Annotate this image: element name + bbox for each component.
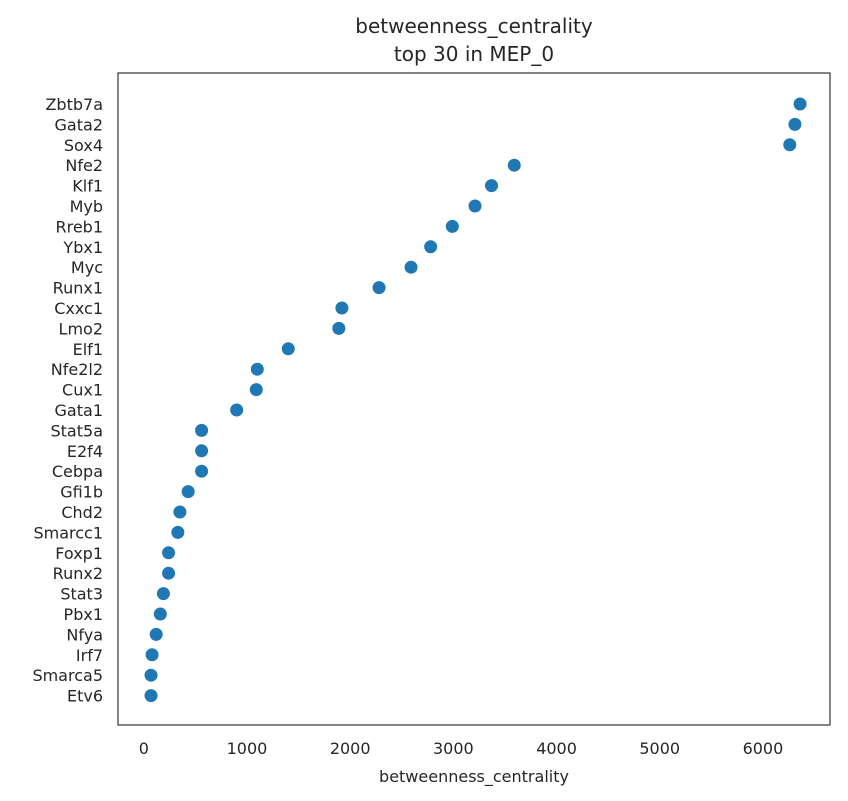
y-tick-label: Lmo2 bbox=[59, 319, 103, 338]
y-tick-label: Chd2 bbox=[61, 503, 103, 522]
y-tick-label: Ybx1 bbox=[62, 238, 103, 257]
data-point bbox=[144, 668, 158, 682]
x-tick-label: 3000 bbox=[433, 739, 474, 758]
y-tick-label: Foxp1 bbox=[55, 544, 103, 563]
data-point bbox=[281, 342, 295, 356]
x-tick-label: 1000 bbox=[227, 739, 268, 758]
y-tick-label: Myc bbox=[71, 258, 103, 277]
data-point bbox=[195, 444, 209, 458]
data-point bbox=[171, 525, 185, 539]
data-point bbox=[249, 383, 263, 397]
chart-subtitle: top 30 in MEP_0 bbox=[394, 42, 554, 66]
y-tick-label: Etv6 bbox=[67, 687, 103, 706]
y-tick-label: Elf1 bbox=[73, 340, 103, 359]
y-tick-label: Cxxc1 bbox=[54, 299, 103, 318]
data-point bbox=[783, 138, 797, 152]
y-tick-label: Pbx1 bbox=[64, 605, 103, 624]
x-axis-ticks: 0 1000 2000 3000 4000 5000 6000 bbox=[139, 739, 784, 758]
data-point bbox=[335, 301, 349, 315]
y-tick-label: Myb bbox=[70, 197, 103, 216]
data-point bbox=[485, 179, 499, 193]
data-point bbox=[793, 97, 807, 111]
data-point bbox=[181, 485, 195, 499]
x-tick-label: 0 bbox=[139, 739, 149, 758]
data-point bbox=[468, 199, 482, 213]
data-point bbox=[149, 627, 163, 641]
data-points bbox=[144, 97, 807, 703]
data-point bbox=[153, 607, 167, 621]
x-axis-label: betweenness_centrality bbox=[379, 767, 569, 787]
chart-title: betweenness_centrality bbox=[355, 14, 593, 38]
data-point bbox=[195, 423, 209, 437]
y-tick-label: Nfe2l2 bbox=[51, 360, 103, 379]
data-point bbox=[195, 464, 209, 478]
y-tick-label: Stat3 bbox=[60, 585, 103, 604]
y-tick-label: Runx2 bbox=[53, 564, 103, 583]
data-point bbox=[445, 219, 459, 233]
data-point bbox=[250, 362, 264, 376]
x-tick-label: 5000 bbox=[639, 739, 680, 758]
y-tick-label: Cux1 bbox=[62, 381, 103, 400]
data-point bbox=[424, 240, 438, 254]
data-point bbox=[162, 566, 176, 580]
y-tick-label: Zbtb7a bbox=[45, 95, 103, 114]
data-point bbox=[332, 321, 346, 335]
x-tick-label: 4000 bbox=[536, 739, 577, 758]
y-tick-label: Klf1 bbox=[72, 177, 103, 196]
y-tick-label: Smarca5 bbox=[32, 666, 103, 685]
data-point bbox=[156, 587, 170, 601]
y-tick-label: Gata2 bbox=[55, 115, 103, 134]
data-point bbox=[230, 403, 244, 417]
y-tick-label: Smarcc1 bbox=[33, 523, 103, 542]
y-tick-label: Sox4 bbox=[64, 136, 103, 155]
data-point bbox=[145, 648, 159, 662]
y-tick-label: Irf7 bbox=[76, 646, 103, 665]
y-tick-label: Cebpa bbox=[52, 462, 103, 481]
plot-frame bbox=[117, 72, 831, 726]
data-point bbox=[173, 505, 187, 519]
data-point bbox=[162, 546, 176, 560]
y-tick-label: Gfi1b bbox=[60, 483, 103, 502]
data-point bbox=[507, 158, 521, 172]
data-point bbox=[404, 260, 418, 274]
data-point bbox=[788, 117, 802, 131]
y-tick-label: Gata1 bbox=[55, 401, 103, 420]
y-tick-label: Nfe2 bbox=[65, 156, 103, 175]
y-tick-label: E2f4 bbox=[67, 442, 103, 461]
data-point bbox=[144, 689, 158, 703]
x-tick-label: 6000 bbox=[743, 739, 784, 758]
x-tick-label: 2000 bbox=[330, 739, 371, 758]
y-tick-label: Stat5a bbox=[51, 421, 104, 440]
y-tick-label: Nfya bbox=[66, 625, 103, 644]
y-tick-label: Runx1 bbox=[53, 279, 103, 298]
data-point bbox=[372, 281, 386, 295]
y-tick-label: Rreb1 bbox=[55, 217, 103, 236]
